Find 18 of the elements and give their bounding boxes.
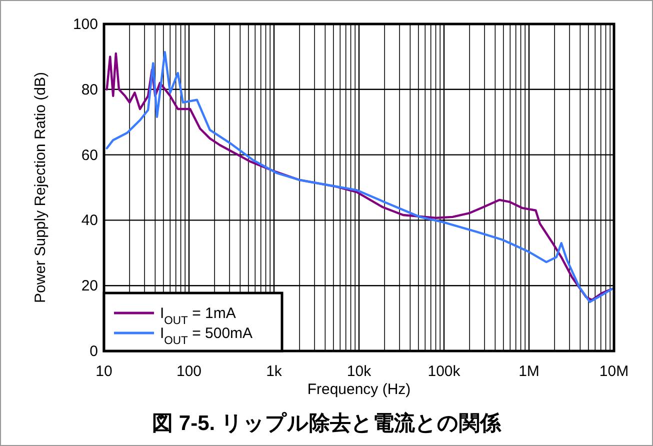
y-axis-title: Power Supply Rejection Ratio (dB) (32, 72, 49, 303)
legend-label: I$_{OUT}$ = 1mA (160, 305, 236, 327)
y-tick-label: 80 (81, 81, 98, 98)
x-tick-label: 10M (599, 363, 629, 380)
y-tick-label: 100 (72, 16, 98, 33)
caption: 図 7-5. リップル除去と電流との関係 (152, 411, 502, 435)
x-tick-label: 100k (428, 363, 461, 380)
y-tick-label: 0 (90, 343, 98, 360)
legend-label: I$_{OUT}$ = 500mA (160, 325, 253, 347)
x-tick-label: 1M (518, 363, 540, 380)
y-tick-label: 20 (81, 278, 98, 295)
y-tick-label: 40 (81, 212, 98, 230)
y-tick-label: 60 (81, 146, 98, 164)
x-tick-label: 100 (176, 363, 202, 380)
x-tick-label: 1k (266, 363, 282, 380)
x-tick-label: 10 (96, 363, 112, 380)
x-axis-title: Frequency (Hz) (307, 381, 411, 398)
x-tick-label: 10k (346, 363, 372, 380)
